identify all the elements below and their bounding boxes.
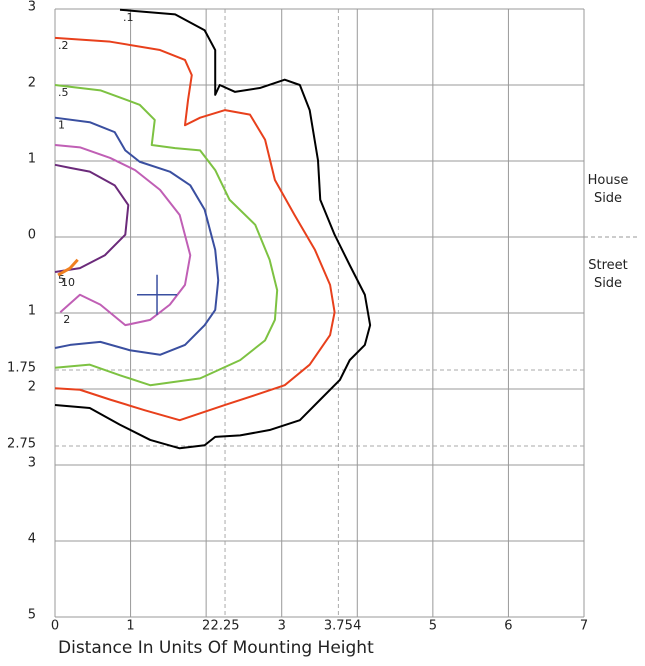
x-tick-label: 2 (202, 619, 210, 634)
x-tick-label: 2.25 (211, 619, 240, 634)
contour-label: .5 (58, 86, 69, 99)
y-tick-label: 3 (28, 456, 36, 471)
contour-line (54, 36, 336, 422)
contour-line (54, 8, 372, 450)
x-tick-label: 3.75 (324, 619, 353, 634)
contour-label: 10 (61, 276, 75, 289)
y-tick-label: 4 (28, 532, 36, 547)
x-tick-label: 4 (353, 619, 361, 634)
x-tick-label: 0 (51, 619, 59, 634)
contour-line (54, 116, 220, 356)
contour-line (54, 163, 130, 273)
contour-label: .2 (58, 39, 69, 52)
y-tick-label: 0 (28, 228, 36, 243)
y-tick-label: 1 (28, 152, 36, 167)
contour-label: 1 (58, 119, 65, 132)
x-tick-label: 7 (580, 619, 588, 634)
y-tick-label: 5 (28, 608, 36, 623)
y-tick-label: 2 (28, 380, 36, 395)
x-axis-title: Distance In Units Of Mounting Height (58, 638, 374, 658)
contour-line (54, 84, 279, 387)
y-tick-label: 3 (28, 0, 36, 15)
house-side-label: House Side (587, 173, 629, 206)
contour-label: 5 (58, 273, 65, 286)
contour-label: 2 (63, 313, 70, 326)
contour-label: .1 (123, 11, 133, 24)
x-tick-label: 6 (504, 619, 512, 634)
contour-line (54, 144, 192, 327)
x-tick-label: 1 (126, 619, 134, 634)
y-tick-label: 2.75 (7, 437, 36, 452)
street-side-label: Street Side (588, 258, 628, 291)
contour-line (57, 258, 79, 277)
x-tick-label: 5 (429, 619, 437, 634)
y-tick-label: 1 (28, 304, 36, 319)
y-tick-label: 1.75 (7, 361, 36, 376)
x-tick-label: 3 (278, 619, 286, 634)
y-tick-label: 2 (28, 76, 36, 91)
